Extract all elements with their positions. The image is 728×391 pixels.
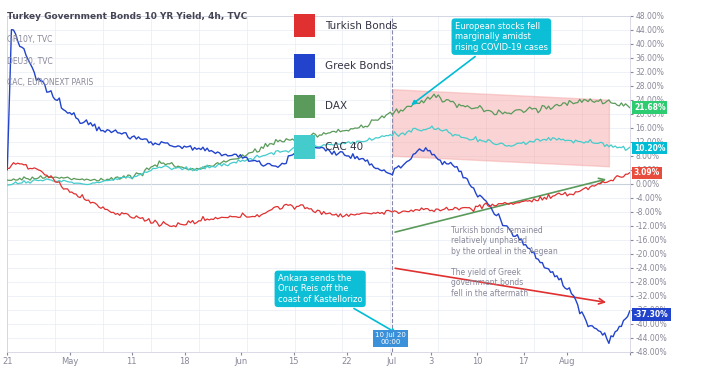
Text: Greek Bonds: Greek Bonds bbox=[325, 61, 392, 71]
FancyBboxPatch shape bbox=[293, 14, 315, 38]
Text: 3.09%: 3.09% bbox=[634, 169, 660, 178]
Text: CAC, EURONEXT PARIS: CAC, EURONEXT PARIS bbox=[7, 78, 93, 87]
Text: DEU30, TVC: DEU30, TVC bbox=[7, 57, 53, 66]
FancyBboxPatch shape bbox=[293, 54, 315, 78]
Text: GR10Y, TVC: GR10Y, TVC bbox=[7, 35, 52, 44]
Text: Ankara sends the
Oruç Reis off the
coast of Kastellorizo: Ankara sends the Oruç Reis off the coast… bbox=[278, 274, 395, 332]
Text: CAC 40: CAC 40 bbox=[325, 142, 363, 152]
FancyBboxPatch shape bbox=[293, 135, 315, 159]
Text: -37.30%: -37.30% bbox=[634, 310, 668, 319]
FancyBboxPatch shape bbox=[293, 95, 315, 118]
Text: 21.68%: 21.68% bbox=[634, 103, 665, 112]
Text: DAX: DAX bbox=[325, 101, 347, 111]
Text: The yield of Greek
government bonds
fell in the aftermath: The yield of Greek government bonds fell… bbox=[451, 268, 528, 298]
Text: Turkey Government Bonds 10 YR Yield, 4h, TVC: Turkey Government Bonds 10 YR Yield, 4h,… bbox=[7, 12, 248, 21]
Text: Turkish bonds remained
relatively unphased
by the ordeal in the Aegean: Turkish bonds remained relatively unphas… bbox=[451, 226, 558, 256]
Text: 10.20%: 10.20% bbox=[634, 143, 665, 152]
Text: European stocks fell
marginally amidst
rising COVID-19 cases: European stocks fell marginally amidst r… bbox=[413, 22, 548, 104]
Text: Turkish Bonds: Turkish Bonds bbox=[325, 21, 397, 31]
Text: 10 Jul 20
00:00: 10 Jul 20 00:00 bbox=[375, 332, 405, 345]
